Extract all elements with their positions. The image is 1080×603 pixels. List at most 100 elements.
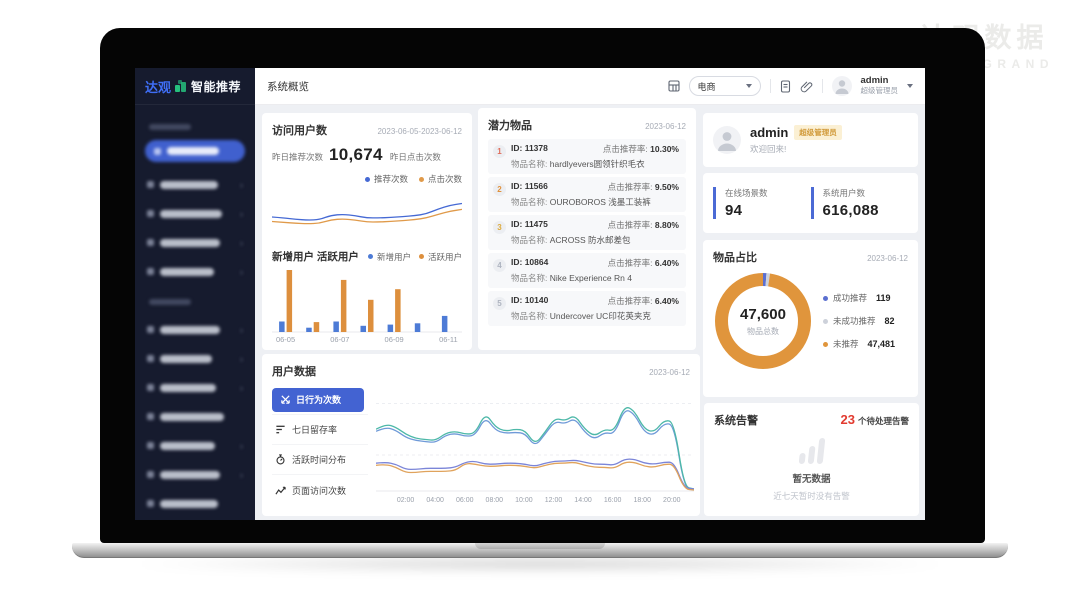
svg-text:06-09: 06-09: [385, 335, 404, 344]
rank-badge: 2: [493, 183, 506, 196]
scene-select-value: 电商: [697, 81, 716, 92]
card-title: 物品占比: [713, 252, 757, 264]
svg-text:16:00: 16:00: [604, 497, 622, 504]
item-name: 物品名称: Nike Experience Rn 4: [511, 273, 632, 283]
list-item[interactable]: 5 ID: 10140 点击推荐率: 6.40% 物品名称: Undercove…: [488, 291, 686, 326]
sort-lines-icon: [276, 425, 285, 434]
rank-badge: 4: [493, 259, 506, 272]
paperclip-icon[interactable]: [800, 80, 813, 93]
empty-state: 暂无数据 近七天暂时没有告警: [714, 438, 909, 502]
list-item[interactable]: 4 ID: 10864 点击推荐率: 6.40% 物品名称: Nike Expe…: [488, 253, 686, 288]
sidebar-item-active[interactable]: [145, 140, 245, 162]
metric-label: 昨日推荐次数: [272, 152, 324, 162]
item-rate: 点击推荐率: 10.30%: [602, 144, 679, 154]
donut-total-value: 47,600: [740, 305, 786, 323]
role-badge: 超级管理员: [794, 125, 842, 140]
sidebar-item[interactable]: ›: [147, 373, 243, 402]
sidebar-item[interactable]: ›: [147, 199, 243, 228]
divider: [769, 79, 771, 93]
sidebar-section-label: [149, 299, 191, 305]
legend-dot: [823, 318, 828, 324]
legend-item: 推荐次数: [364, 173, 408, 185]
tab-daily-behavior[interactable]: 日行为次数: [272, 387, 364, 412]
sidebar-item[interactable]: ›: [147, 460, 243, 489]
grid-icon[interactable]: [667, 80, 680, 92]
profile-name: admin: [750, 125, 789, 140]
sidebar-item[interactable]: ›: [147, 344, 243, 373]
rank-badge: 1: [493, 145, 506, 158]
subchart-title: 新增用户 活跃用户: [272, 251, 359, 263]
tab-active-time[interactable]: 活跃时间分布: [272, 453, 346, 466]
svg-text:06-11: 06-11: [439, 335, 458, 344]
svg-text:14:00: 14:00: [574, 497, 592, 504]
item-id: ID: 11378: [511, 143, 548, 153]
visit-trend-chart: [271, 187, 463, 240]
legend-item: 未推荐 47,481: [823, 338, 895, 350]
card-title: 用户数据: [272, 366, 316, 378]
scene-select[interactable]: 电商: [688, 76, 761, 96]
sidebar-item[interactable]: [147, 518, 243, 520]
svg-text:08:00: 08:00: [486, 497, 504, 504]
user-menu[interactable]: admin 超级管理员: [860, 75, 899, 96]
svg-text:20:00: 20:00: [663, 497, 681, 504]
potential-items-card: 潜力物品 2023-06-12 1 ID: 11378 点击推荐率: 10.30…: [478, 108, 696, 350]
pending-alerts-count[interactable]: 23 个待处理告警: [840, 412, 909, 427]
sidebar-item[interactable]: [147, 402, 243, 431]
dashboard-app: 达观 智能推荐 › › › › › › › › ›: [135, 68, 925, 520]
svg-text:06-05: 06-05: [276, 335, 295, 344]
sidebar-item[interactable]: ›: [147, 431, 243, 460]
item-id: ID: 11475: [511, 219, 548, 229]
legend-dot: [367, 254, 373, 259]
sidebar-item[interactable]: ›: [147, 257, 243, 286]
stat-label: 系统用户数: [822, 188, 866, 198]
card-date-range: 2023-06-05-2023-06-12: [377, 127, 462, 136]
list-item[interactable]: 2 ID: 11566 点击推荐率: 9.50% 物品名称: OUROBOROS…: [488, 177, 686, 212]
svg-text:04:00: 04:00: [426, 497, 444, 504]
donut-total-label: 物品总数: [747, 326, 779, 336]
legend-dot: [418, 176, 424, 182]
logo-text-cn: 达观: [145, 79, 172, 95]
metric-label: 昨日点击次数: [389, 152, 441, 162]
legend-item: 未成功推荐 82: [823, 315, 895, 327]
list-item[interactable]: 1 ID: 11378 点击推荐率: 10.30% 物品名称: hardlyev…: [488, 139, 686, 174]
tab-retention[interactable]: 七日留存率: [272, 423, 337, 436]
card-title: 系统告警: [714, 415, 758, 427]
item-name: 物品名称: hardlyevers圆领针织毛衣: [511, 159, 645, 169]
stat-online-scenes: 在线场景数 94: [713, 187, 811, 219]
legend-item: 点击次数: [418, 173, 462, 185]
sidebar-item[interactable]: ›: [147, 228, 243, 257]
sidebar-item[interactable]: ›: [147, 315, 243, 344]
document-icon[interactable]: [780, 79, 791, 93]
legend-dot: [823, 295, 828, 301]
user-data-card: 用户数据 2023-06-12 日行为次数: [262, 354, 700, 516]
item-ratio-card: 物品占比 2023-06-12 47,600 物品总数 成功推荐 119: [703, 240, 918, 397]
logo-grid-icon: [175, 80, 187, 92]
daily-behavior-chart: 02:00 04:00 06:00 08:00 10:00 12:00 14:00 16:00…: [368, 385, 695, 508]
svg-text:06-07: 06-07: [330, 335, 349, 344]
system-alerts-card: 系统告警 23 个待处理告警 暂无数据 近七天暂时没有告警: [704, 403, 919, 516]
svg-text:18:00: 18:00: [633, 497, 651, 504]
stat-value: 616,088: [822, 202, 879, 219]
chevron-down-icon[interactable]: [907, 84, 913, 88]
item-ratio-donut: 47,600 物品总数: [715, 273, 811, 369]
divider: [821, 79, 823, 93]
chevron-down-icon: [745, 84, 752, 88]
list-item[interactable]: 3 ID: 11475 点击推荐率: 8.80% 物品名称: ACROSS 防水…: [488, 215, 686, 250]
user-role: 超级管理员: [860, 86, 899, 96]
trend-line-icon: [275, 486, 286, 494]
sidebar-item[interactable]: [147, 489, 243, 518]
sidebar-item[interactable]: ›: [147, 170, 243, 199]
exchange-arrows-icon: [281, 395, 290, 404]
welcome-text: 欢迎回来!: [750, 144, 787, 154]
user-data-tabs: 日行为次数 七日留存率: [272, 385, 368, 508]
svg-text:06:00: 06:00: [456, 497, 474, 504]
user-avatar[interactable]: [831, 76, 852, 96]
legend-item: 成功推荐 119: [823, 292, 895, 304]
item-id: ID: 10864: [511, 257, 549, 267]
rank-badge: 5: [493, 297, 506, 310]
item-name: 物品名称: OUROBOROS 浅墨工装裤: [511, 197, 651, 207]
card-date: 2023-06-12: [867, 254, 908, 263]
empty-chart-icon: [798, 438, 825, 464]
svg-text:12:00: 12:00: [545, 497, 563, 504]
tab-page-visits[interactable]: 页面访问次数: [272, 484, 346, 497]
